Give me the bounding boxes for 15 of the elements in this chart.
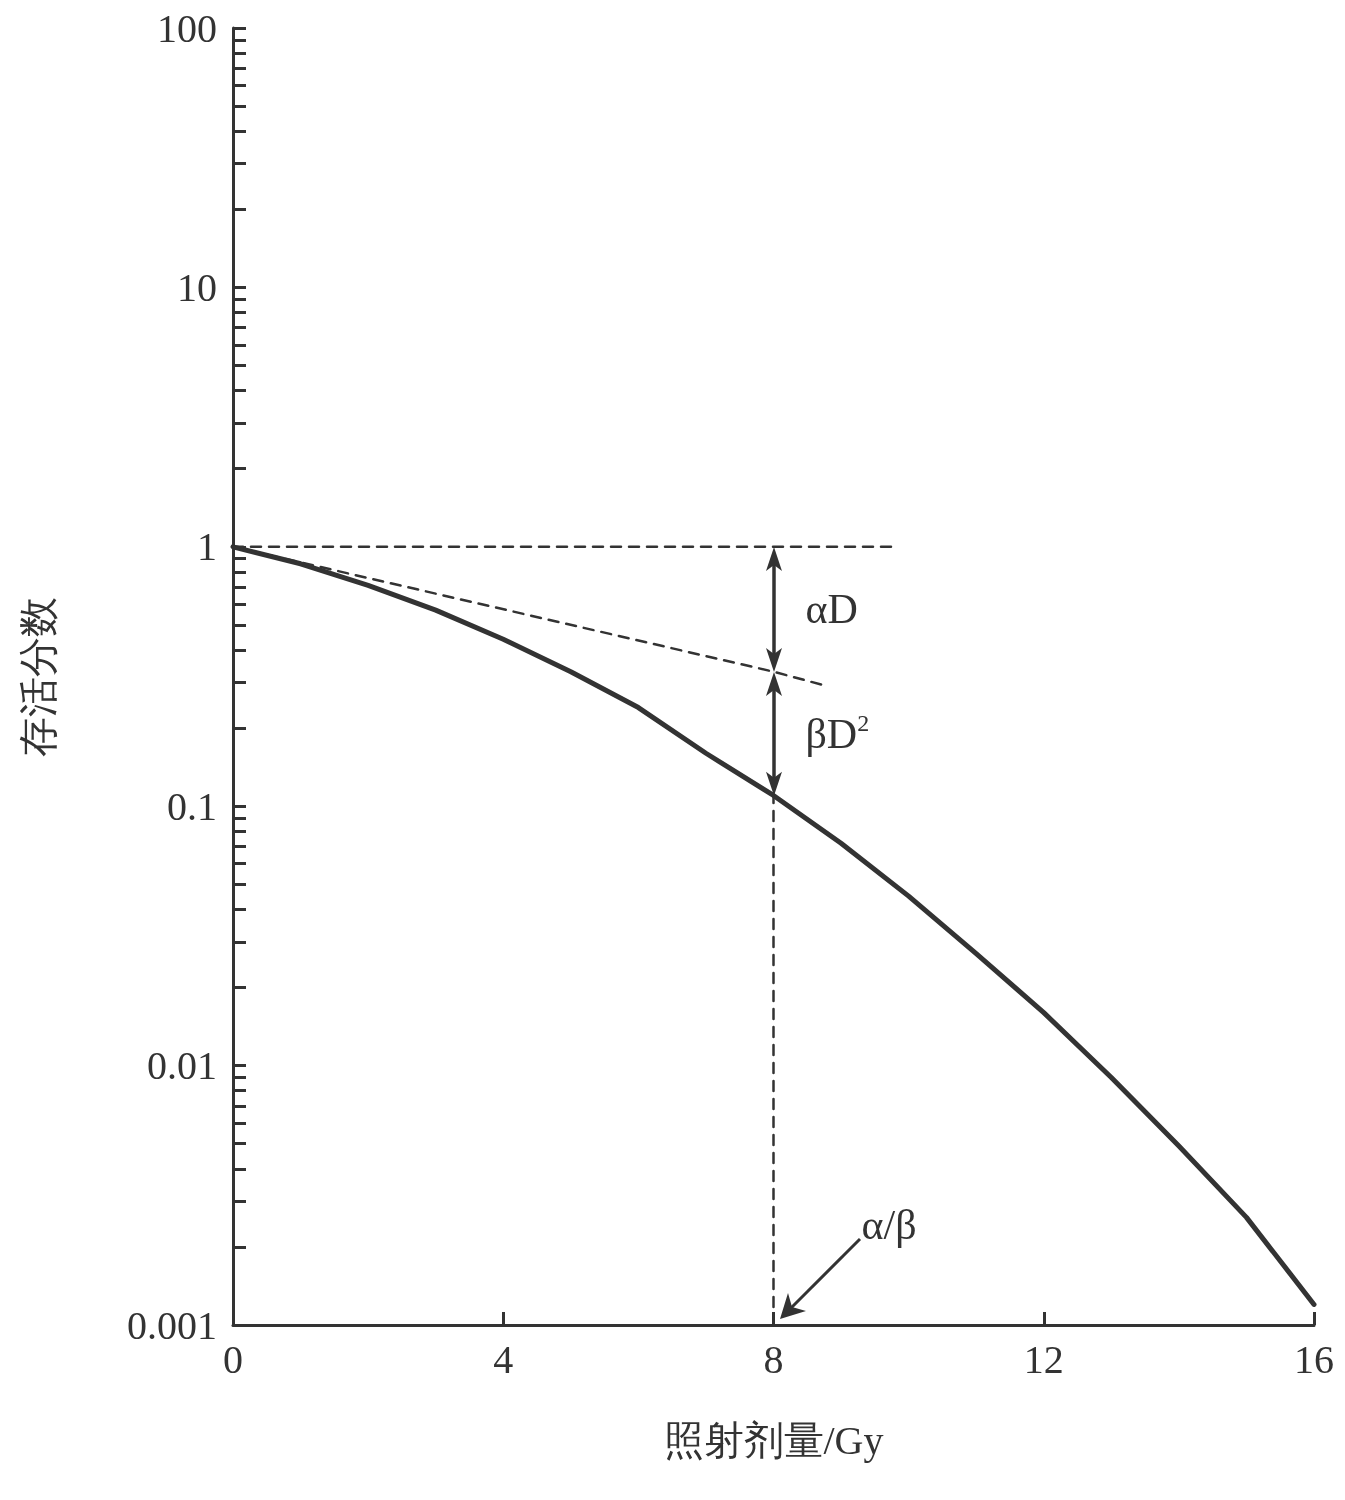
x-tick-label: 8	[763, 1336, 784, 1382]
y-tick-label: 1	[197, 524, 217, 570]
x-tick-label: 0	[223, 1336, 243, 1382]
y-tick-label: 100	[157, 5, 217, 51]
x-tick-label: 12	[1023, 1336, 1064, 1382]
y-tick-label: 0.001	[127, 1302, 217, 1348]
annotation: αD	[805, 586, 858, 633]
y-tick-label: 0.01	[147, 1043, 217, 1089]
y-tick-label: 0.1	[167, 783, 217, 829]
x-axis-title: 照射剂量/Gy	[663, 1417, 884, 1463]
annotation: α/β	[861, 1202, 917, 1248]
x-tick-label: 16	[1294, 1336, 1334, 1382]
y-tick-label: 10	[177, 264, 217, 310]
y-axis-title: 存活分数	[15, 596, 61, 757]
x-tick-label: 4	[493, 1336, 514, 1382]
